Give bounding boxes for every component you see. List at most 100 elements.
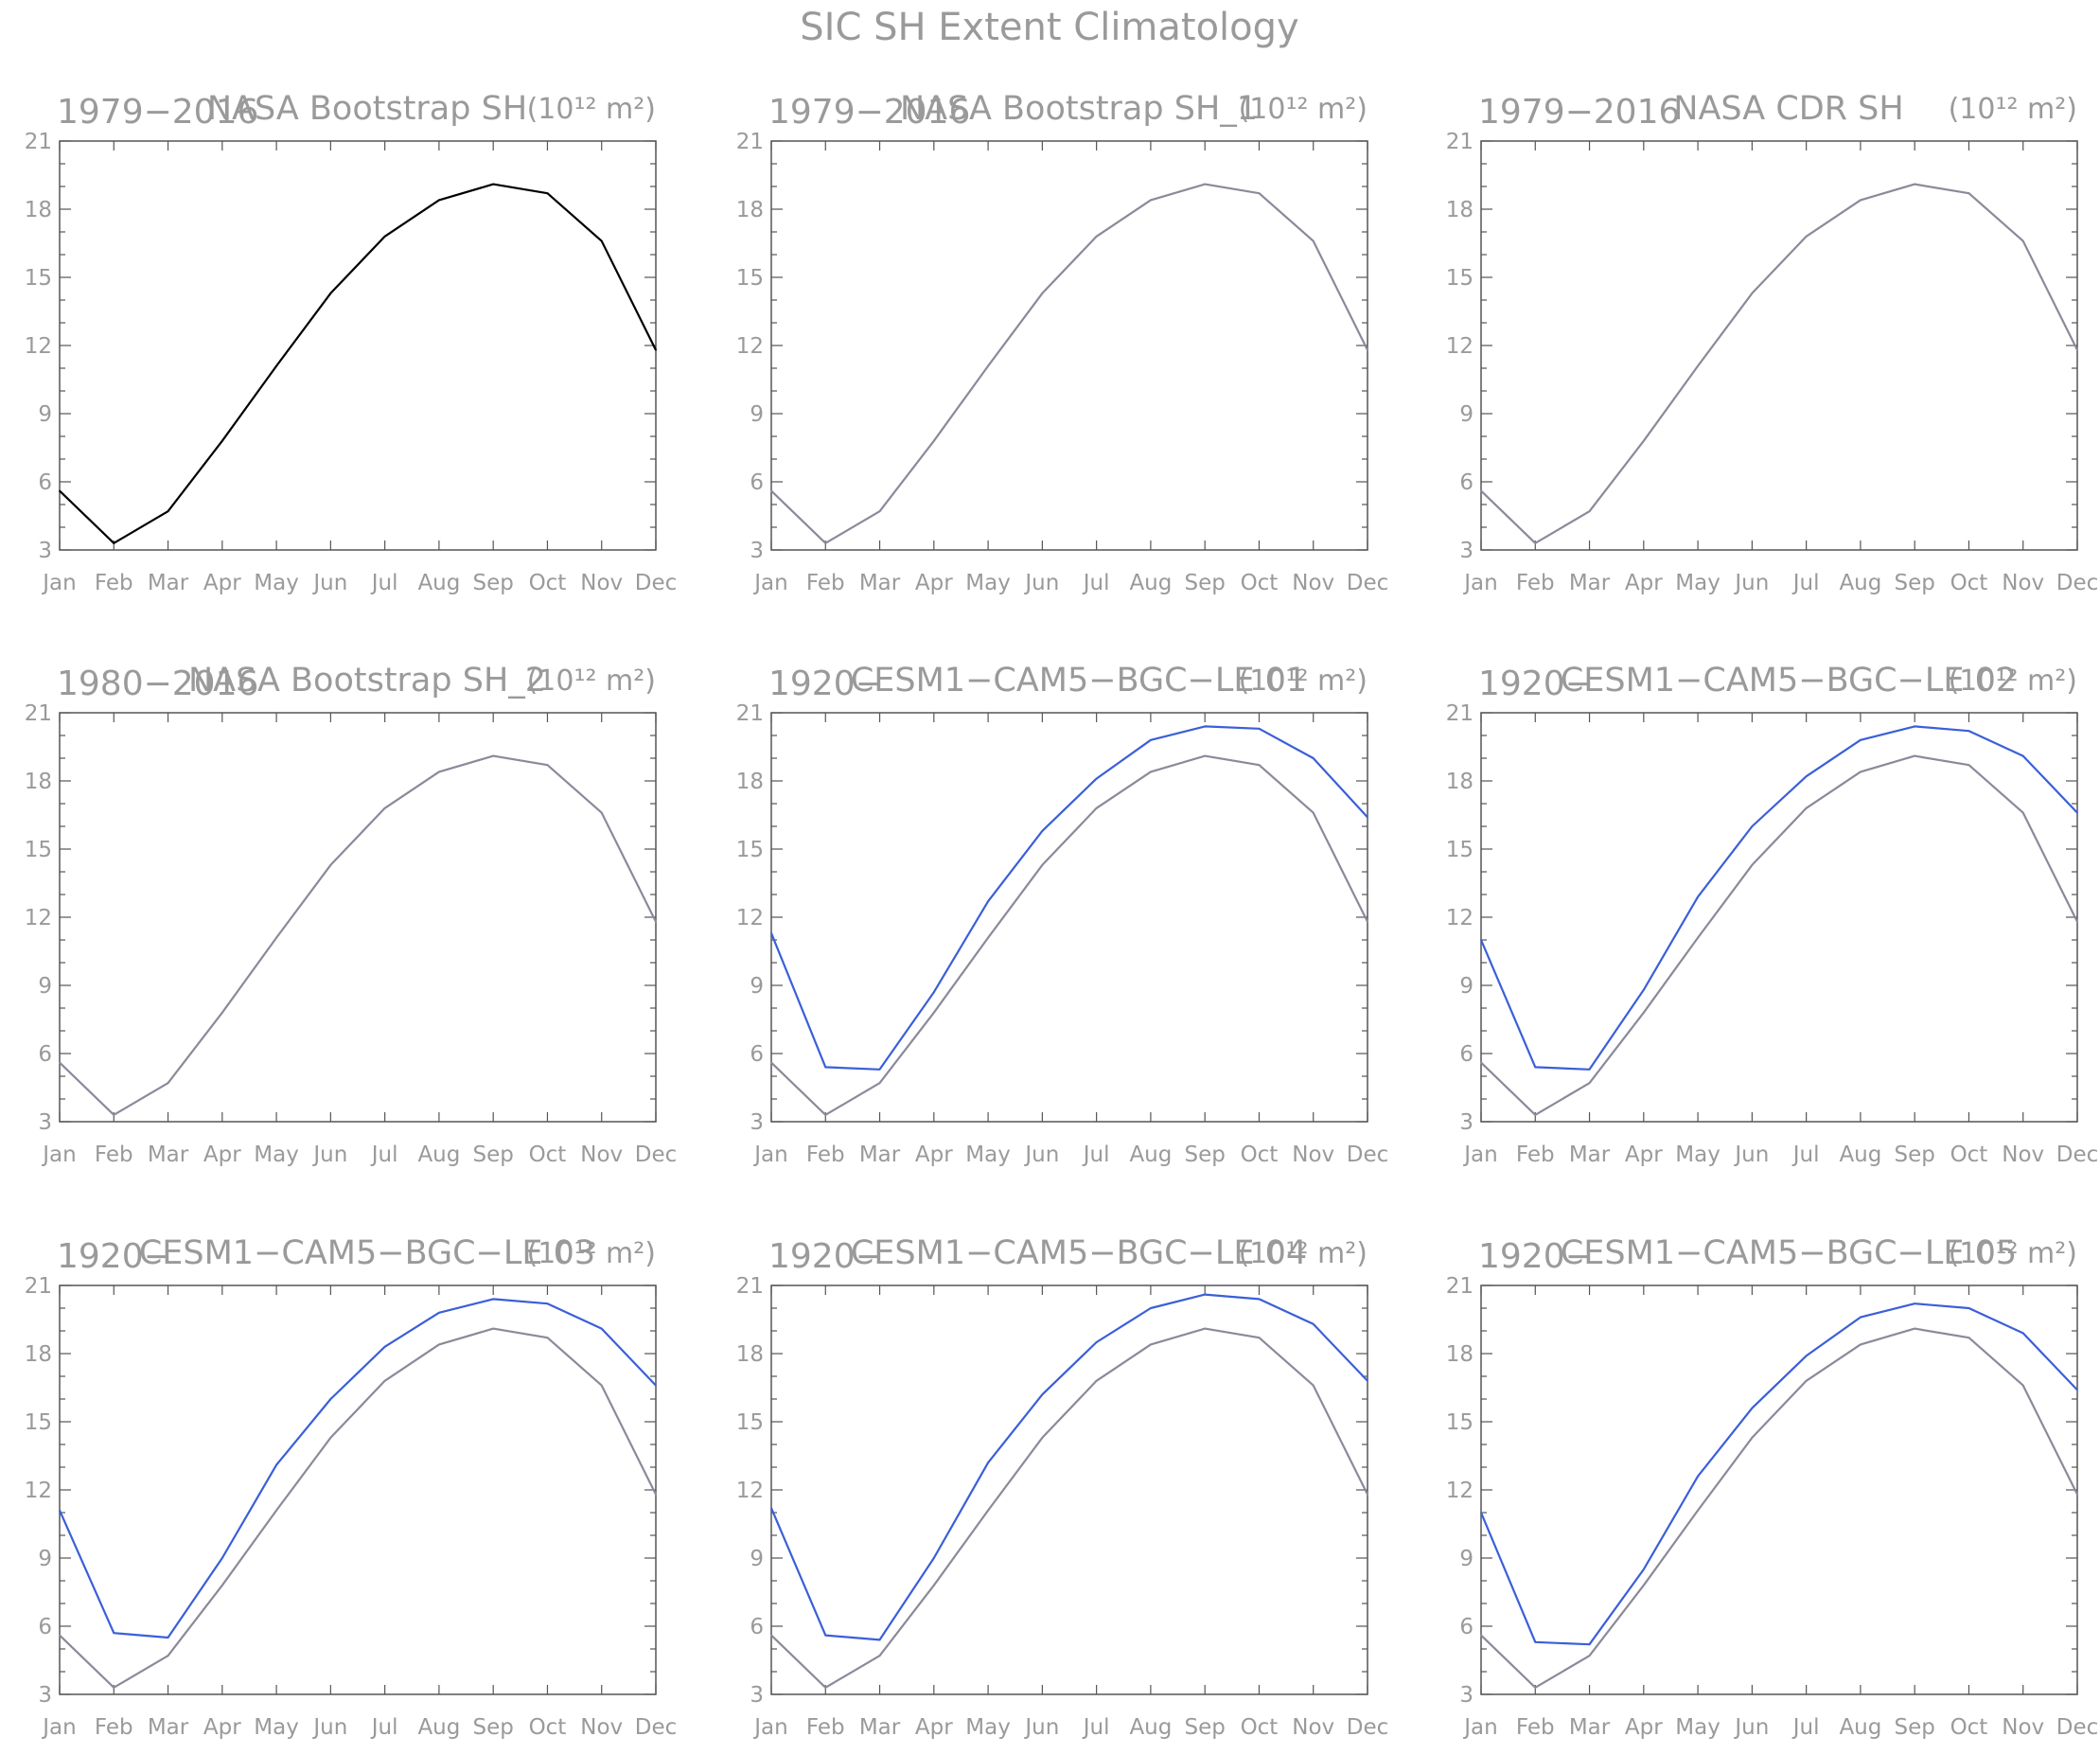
x-tick-label: Apr <box>1625 1143 1663 1167</box>
x-tick-label: Oct <box>1241 1143 1279 1167</box>
series-1-point <box>1150 739 1152 741</box>
series-0-point <box>1805 236 1808 238</box>
series-0-point <box>275 364 277 367</box>
plot-frame <box>1480 712 2078 1123</box>
panel-title: NASA Bootstrap SH_1 <box>900 90 1258 128</box>
series-1-point <box>1860 739 1862 741</box>
series-0-point <box>1204 183 1206 186</box>
series-0-point <box>1150 771 1152 773</box>
x-tick-label: Feb <box>806 1715 845 1740</box>
x-tick-label: Jun <box>1023 1715 1059 1740</box>
panel-period-label: 1920− <box>1478 1237 1594 1276</box>
y-tick-label: 18 <box>25 198 52 222</box>
series-1-point <box>2021 1332 2024 1335</box>
series-1-point <box>1480 939 1482 941</box>
series-0-point <box>1643 1012 1645 1014</box>
y-tick-label: 21 <box>736 1274 764 1299</box>
x-tick-label: Sep <box>473 1143 514 1167</box>
series-line-1 <box>1479 725 2078 1071</box>
series-0-point <box>1860 1343 1862 1346</box>
x-tick-label: Feb <box>806 1143 845 1167</box>
series-0-point <box>2076 1494 2078 1496</box>
y-tick-label: 12 <box>1446 334 1474 359</box>
chart-panel: 3 6 9 12 15 18 21 Jan Feb Mar Apr May Jun Jul Aug Sep Oc… <box>736 662 1389 1167</box>
series-0-point <box>1095 236 1098 238</box>
y-tick-label: 18 <box>736 770 764 794</box>
series-1-point <box>1914 1302 1915 1304</box>
series-0-point <box>1588 1655 1591 1657</box>
x-tick-label: Oct <box>1241 571 1279 595</box>
y-ticks <box>60 140 656 551</box>
series-0-point <box>1751 292 1754 294</box>
y-tick-label: 9 <box>750 974 764 999</box>
plot-frame <box>59 140 657 551</box>
series-1-point <box>1643 989 1645 991</box>
series-1-point <box>1150 1307 1152 1309</box>
y-tick-label: 21 <box>25 701 52 726</box>
y-tick-label: 6 <box>750 1615 764 1639</box>
series-0-point <box>2076 921 2078 923</box>
x-tick-label: Dec <box>635 571 678 595</box>
y-tick-label: 15 <box>736 266 764 291</box>
series-line-1 <box>1479 1302 2078 1646</box>
x-tick-label: Dec <box>2056 1143 2099 1167</box>
series-0-point <box>1914 1327 1915 1330</box>
y-tick-label: 9 <box>1459 1547 1474 1571</box>
x-tick-label: May <box>965 571 1011 595</box>
x-tick-label: Jan <box>41 571 76 595</box>
x-tick-label: Feb <box>95 1143 133 1167</box>
x-tick-label: Dec <box>1347 1715 1389 1740</box>
x-tick-label: Sep <box>473 1715 514 1740</box>
series-0-point <box>1312 239 1315 242</box>
x-tick-label: Jul <box>1791 571 1820 595</box>
x-tick-label: Jun <box>1023 1143 1059 1167</box>
x-tick-label: May <box>1675 1715 1721 1740</box>
series-0-point <box>1968 764 1970 766</box>
x-tick-label: Feb <box>1516 1143 1555 1167</box>
y-tick-label: 3 <box>38 539 52 563</box>
series-1-point <box>933 1557 935 1559</box>
x-tick-label: Jul <box>1791 1143 1820 1167</box>
series-0-point <box>1968 1337 1970 1338</box>
series-0-point <box>329 292 332 294</box>
series-0-point <box>655 921 657 923</box>
series-0-point <box>1204 754 1206 757</box>
x-tick-label: Oct <box>1950 571 1988 595</box>
series-0-point <box>1367 349 1368 351</box>
series-0-point <box>1041 1437 1044 1439</box>
x-tick-label: Oct <box>529 1143 567 1167</box>
series-0-point <box>221 1012 223 1014</box>
panel-units: (10¹² m²) <box>527 664 656 698</box>
x-tick-label: Jun <box>311 1715 347 1740</box>
x-tick-label: Nov <box>2002 1715 2044 1740</box>
x-tick-label: Apr <box>915 571 953 595</box>
series-1-point <box>1534 1641 1537 1643</box>
y-tick-label: 6 <box>1459 470 1474 495</box>
y-ticks <box>771 712 1368 1123</box>
panel-period-label: 1920− <box>768 664 884 703</box>
panel-period-label: 1979−2016 <box>57 93 258 132</box>
plot-frame <box>59 1284 657 1695</box>
series-0-point <box>1041 864 1044 866</box>
y-ticks <box>60 712 656 1123</box>
y-tick-label: 21 <box>1446 1274 1474 1299</box>
chart-panel: 3 6 9 12 15 18 21 Jan Feb Mar Apr May Jun Jul Aug Sep Oc… <box>25 1234 678 1740</box>
series-1-point <box>1312 757 1315 759</box>
series-0-point <box>492 754 494 757</box>
y-ticks <box>60 1284 656 1695</box>
series-0-point <box>878 1082 881 1084</box>
plot-frame <box>770 140 1368 551</box>
x-tick-label: Oct <box>529 1715 567 1740</box>
x-tick-label: Dec <box>2056 571 2099 595</box>
chart-panel: 3 6 9 12 15 18 21 Jan Feb Mar Apr May Jun Jul Aug Sep Oc… <box>25 90 678 595</box>
x-tick-label: Mar <box>148 1143 189 1167</box>
y-tick-label: 9 <box>38 1547 52 1571</box>
x-tick-label: Nov <box>580 1715 623 1740</box>
series-0-point <box>933 1012 935 1014</box>
panel-period-label: 1980−2016 <box>57 664 258 703</box>
series-1-point <box>1095 1341 1098 1343</box>
series-1-point <box>878 1069 881 1071</box>
series-0-point <box>1095 807 1098 809</box>
x-tick-label: Jun <box>1733 1143 1769 1167</box>
series-0-point <box>1258 192 1261 194</box>
